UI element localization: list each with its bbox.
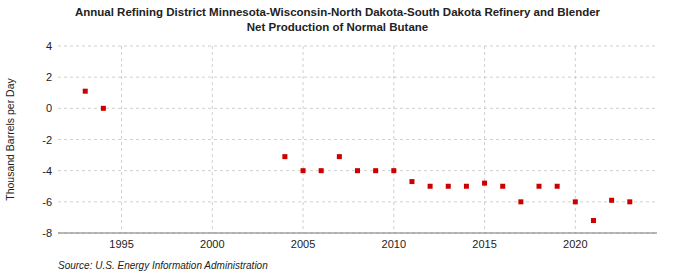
point <box>428 184 433 189</box>
x-tick-label: 2005 <box>291 238 315 250</box>
y-tick-label: 4 <box>46 40 52 52</box>
y-grid-line <box>58 139 657 140</box>
x-grid-line <box>393 46 394 233</box>
x-tick-label: 1995 <box>109 238 133 250</box>
chart: Annual Refining District Minnesota-Wisco… <box>0 0 675 275</box>
grid <box>58 46 657 233</box>
point <box>482 181 487 186</box>
x-tick-label: 2015 <box>472 238 496 250</box>
x-axis-line <box>58 233 657 234</box>
y-tick-label: 0 <box>46 102 52 114</box>
y-tick-label: -6 <box>42 196 52 208</box>
point <box>464 184 469 189</box>
x-tick-label: 2020 <box>563 238 587 250</box>
x-tick-label: 2010 <box>382 238 406 250</box>
point <box>518 199 523 204</box>
x-grid-line <box>303 46 304 233</box>
x-grid-line <box>212 46 213 233</box>
point <box>609 198 614 203</box>
x-tick-label: 2000 <box>200 238 224 250</box>
point <box>555 184 560 189</box>
axes: -8 -6 -4 -2 0 2 4 1995 2000 2005 2010 2015 2020 <box>42 40 657 250</box>
y-tick-label: 2 <box>46 71 52 83</box>
point <box>337 154 342 159</box>
point <box>282 154 287 159</box>
point <box>409 179 414 184</box>
point <box>627 199 632 204</box>
chart-container: Annual Refining District Minnesota-Wisco… <box>0 0 675 275</box>
y-tick-label: -4 <box>42 165 52 177</box>
y-grid-line <box>58 77 657 78</box>
point <box>573 199 578 204</box>
y-grid-line <box>58 46 657 47</box>
y-grid-line <box>58 233 657 234</box>
points <box>83 89 633 223</box>
y-tick-label: -2 <box>42 134 52 146</box>
y-grid-line <box>58 108 657 109</box>
point <box>500 184 505 189</box>
point <box>537 184 542 189</box>
point <box>301 168 306 173</box>
point <box>591 218 596 223</box>
point <box>446 184 451 189</box>
y-tick-label: -8 <box>42 227 52 239</box>
point <box>355 168 360 173</box>
y-axis-label: Thousand Barrels per Day <box>4 77 16 200</box>
source-note: Source: U.S. Energy Information Administ… <box>58 260 268 271</box>
point <box>101 106 106 111</box>
x-grid-line <box>121 46 122 233</box>
point <box>391 168 396 173</box>
y-grid-line <box>58 201 657 202</box>
point <box>319 168 324 173</box>
title: Annual Refining District Minnesota-Wisco… <box>75 6 601 18</box>
subtitle: Net Production of Normal Butane <box>247 21 428 33</box>
point <box>373 168 378 173</box>
x-grid-line <box>484 46 485 233</box>
point <box>83 89 88 94</box>
x-grid-line <box>575 46 576 233</box>
